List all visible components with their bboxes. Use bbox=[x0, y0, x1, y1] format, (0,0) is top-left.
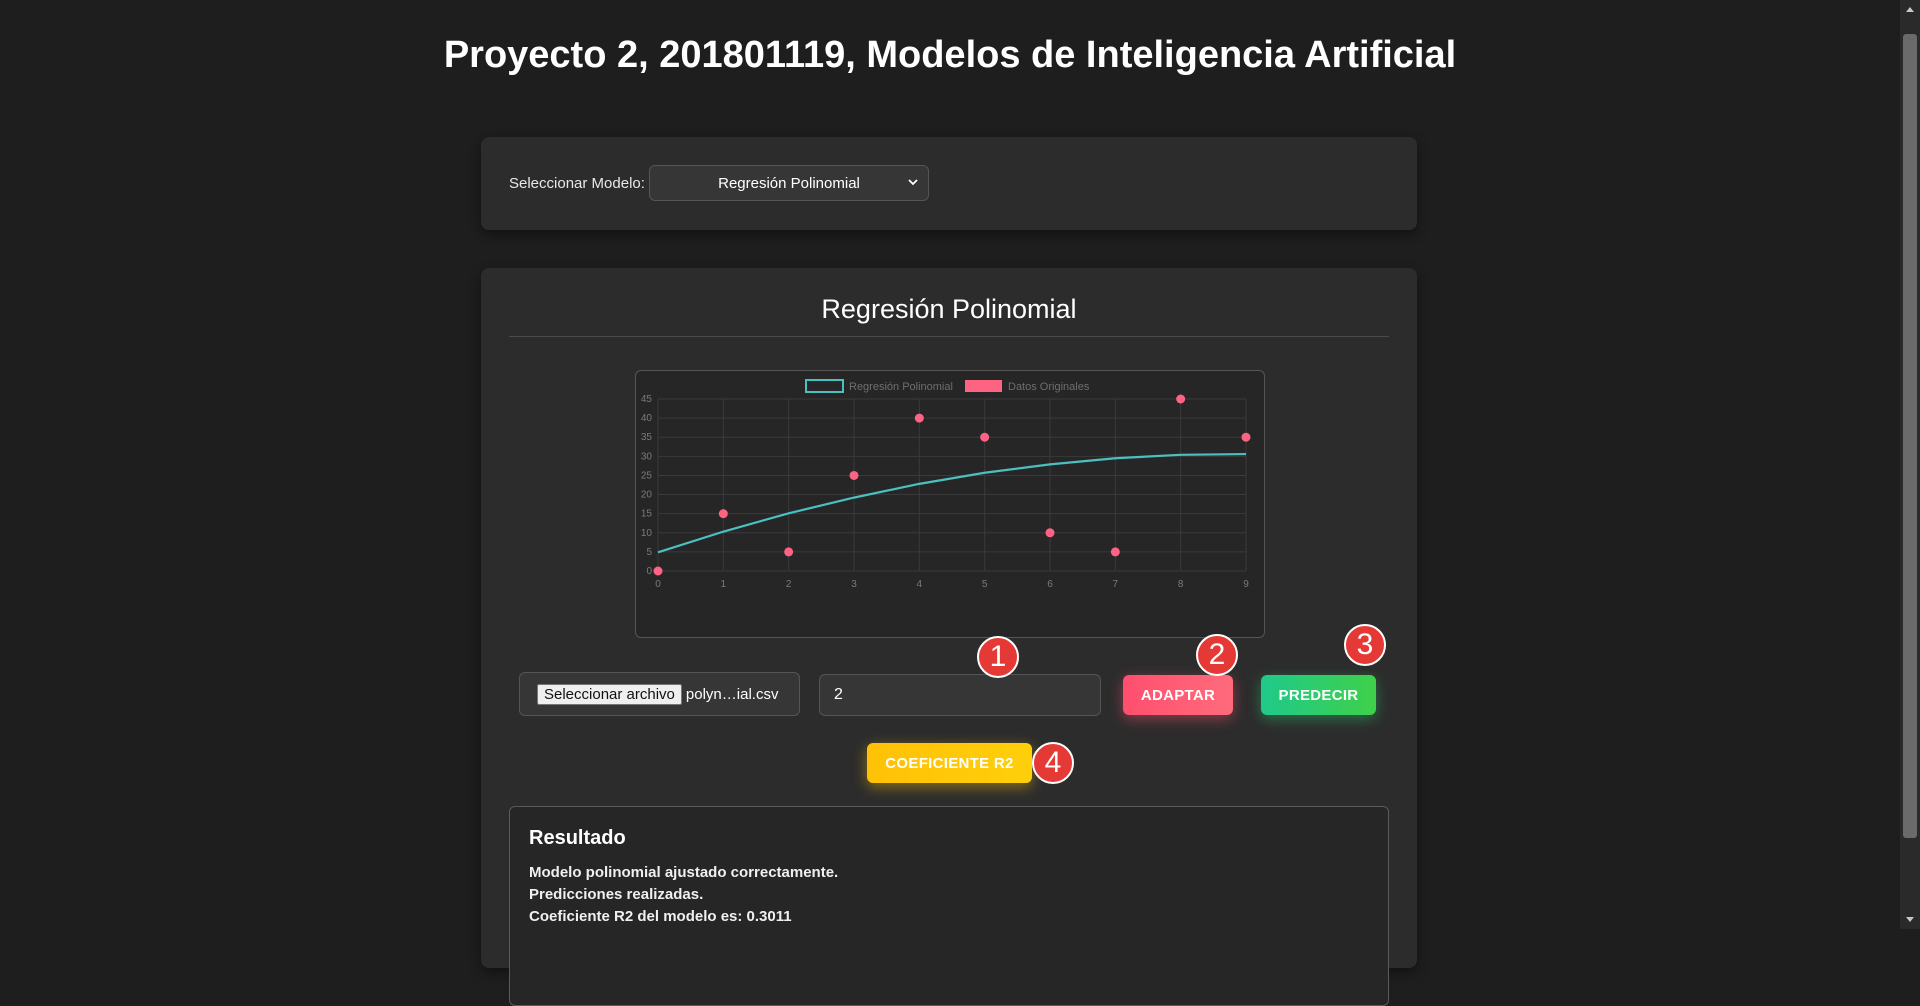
r2-button[interactable]: COEFICIENTE R2 bbox=[867, 743, 1032, 783]
data-point bbox=[653, 566, 663, 576]
legend-swatch-data bbox=[965, 380, 1002, 392]
file-input[interactable]: Seleccionar archivo polyn…ial.csv bbox=[519, 672, 800, 716]
file-name: polyn…ial.csv bbox=[685, 685, 779, 703]
model-select-value: Regresión Polinomial bbox=[718, 174, 860, 192]
legend-swatch-regression bbox=[805, 379, 844, 393]
data-point bbox=[849, 470, 859, 480]
model-select-label: Seleccionar Modelo: bbox=[509, 175, 645, 192]
result-line: Coeficiente R2 del modelo es: 0.3011 bbox=[529, 908, 792, 925]
scroll-down-arrow-icon[interactable] bbox=[1904, 913, 1916, 925]
page-title: Proyecto 2, 201801119, Modelos de Inteli… bbox=[443, 34, 1457, 76]
scroll-thumb[interactable] bbox=[1903, 34, 1917, 838]
result-line: Modelo polinomial ajustado correctamente… bbox=[529, 864, 839, 881]
model-select[interactable]: Regresión Polinomial bbox=[649, 165, 929, 201]
result-box: Resultado Modelo polinomial ajustado cor… bbox=[509, 806, 1389, 1006]
predict-button[interactable]: PREDECIR bbox=[1261, 675, 1376, 715]
y-tick-label: 0 bbox=[646, 566, 652, 577]
x-tick-label: 2 bbox=[786, 579, 792, 590]
step-badge-3: 3 bbox=[1344, 624, 1386, 666]
step-badge-1: 1 bbox=[977, 636, 1019, 678]
x-tick-label: 0 bbox=[655, 579, 661, 590]
scroll-up-arrow-icon[interactable] bbox=[1904, 4, 1916, 16]
step-badge-2: 2 bbox=[1196, 634, 1238, 676]
legend-label-data: Datos Originales bbox=[1008, 381, 1090, 393]
legend-label-regression: Regresión Polinomial bbox=[849, 381, 953, 393]
y-tick-label: 5 bbox=[646, 547, 652, 558]
chart: 0 5 10 15 20 25 30 35 40 45 0 1 2 3 4 5 6 7 8 9 Regresión Po… bbox=[635, 370, 1265, 638]
result-line: Predicciones realizadas. bbox=[529, 886, 704, 903]
x-tick-label: 5 bbox=[982, 579, 988, 590]
y-tick-label: 20 bbox=[641, 490, 653, 501]
chevron-down-icon bbox=[908, 179, 918, 186]
y-tick-label: 30 bbox=[641, 451, 653, 462]
adapt-button[interactable]: ADAPTAR bbox=[1123, 675, 1233, 715]
x-tick-label: 4 bbox=[917, 579, 923, 590]
regression-line bbox=[657, 452, 1247, 554]
data-point bbox=[1110, 547, 1120, 557]
data-point bbox=[980, 432, 990, 442]
step-badge-4: 4 bbox=[1032, 742, 1074, 784]
divider bbox=[509, 336, 1389, 337]
y-tick-label: 15 bbox=[641, 509, 653, 520]
scrollbar[interactable] bbox=[1900, 0, 1920, 929]
y-tick-label: 25 bbox=[641, 470, 653, 481]
y-tick-label: 10 bbox=[641, 528, 653, 539]
y-tick-label: 45 bbox=[641, 394, 653, 405]
choose-file-button[interactable]: Seleccionar archivo bbox=[537, 683, 682, 705]
model-panel: Regresión Polinomial 0 5 10 15 20 25 30 35 40 45 0… bbox=[481, 268, 1417, 1006]
x-tick-label: 9 bbox=[1243, 579, 1249, 590]
x-tick-label: 8 bbox=[1178, 579, 1184, 590]
page: Proyecto 2, 201801119, Modelos de Inteli… bbox=[443, 34, 1457, 1006]
data-point bbox=[1176, 394, 1186, 404]
x-tick-label: 3 bbox=[851, 579, 857, 590]
model-selector-card: Seleccionar Modelo: Regresión Polinomial bbox=[481, 137, 1417, 230]
data-point bbox=[1045, 528, 1055, 538]
y-tick-label: 35 bbox=[641, 432, 653, 443]
data-point bbox=[718, 509, 728, 519]
data-point bbox=[784, 547, 794, 557]
y-tick-label: 40 bbox=[641, 413, 653, 424]
panel-title: Regresión Polinomial bbox=[821, 294, 1077, 324]
x-tick-label: 6 bbox=[1047, 579, 1053, 590]
result-title: Resultado bbox=[529, 827, 626, 849]
degree-input[interactable] bbox=[819, 674, 1101, 716]
x-tick-label: 1 bbox=[721, 579, 727, 590]
data-point bbox=[1241, 432, 1251, 442]
data-point bbox=[914, 413, 924, 423]
x-tick-label: 7 bbox=[1113, 579, 1119, 590]
